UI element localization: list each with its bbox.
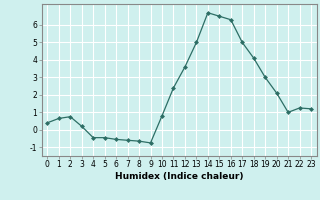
X-axis label: Humidex (Indice chaleur): Humidex (Indice chaleur)	[115, 172, 244, 181]
